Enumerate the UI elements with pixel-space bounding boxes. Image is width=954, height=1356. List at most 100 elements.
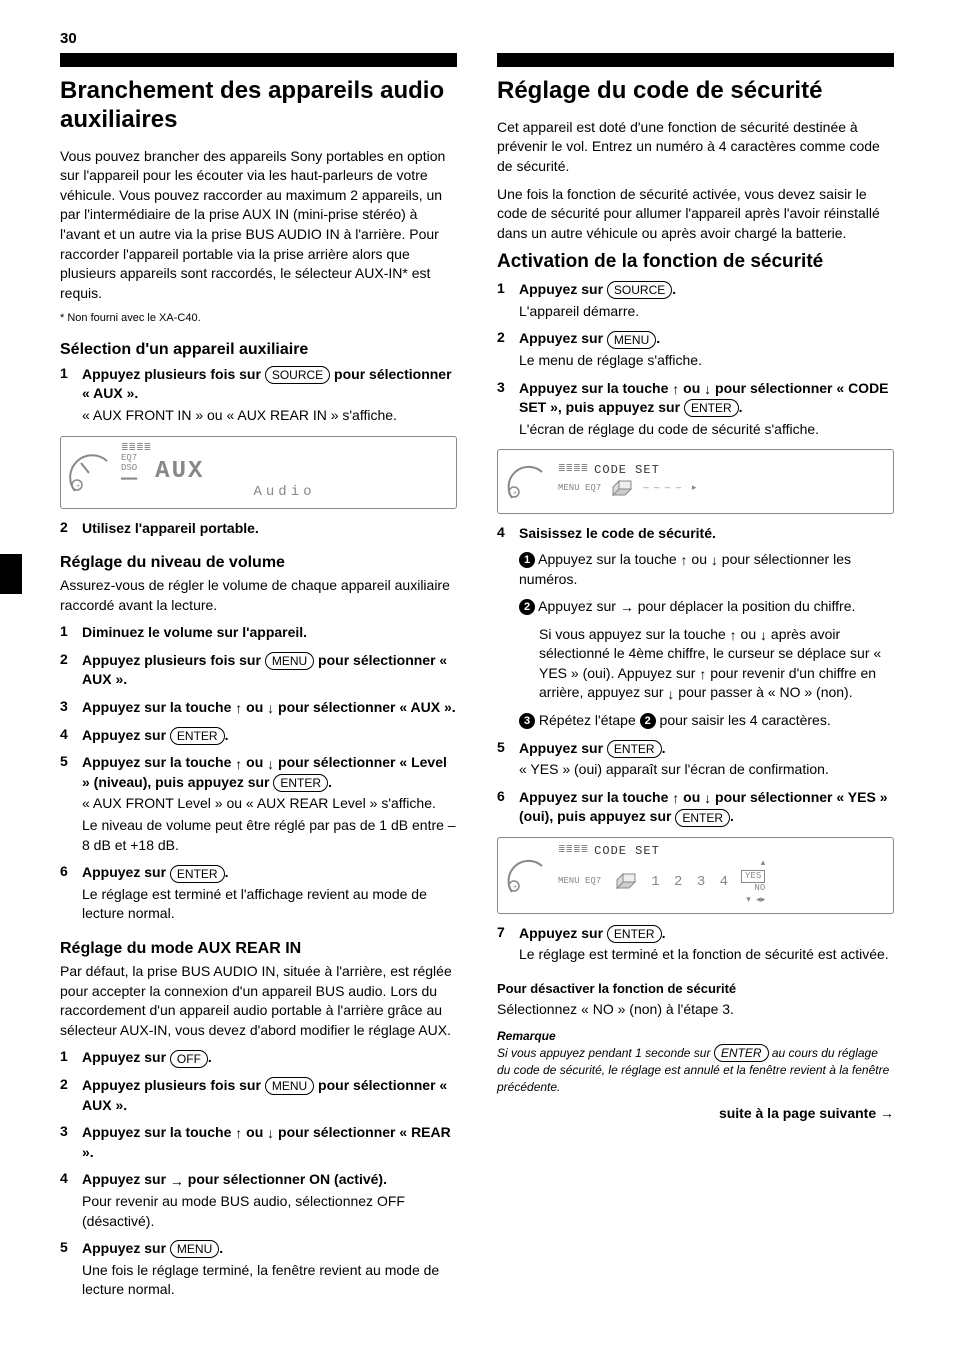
text: Appuyez sur: [519, 740, 607, 756]
text: .: [219, 1240, 223, 1256]
text: ou: [737, 626, 760, 642]
lcd-display-codeset-2: + ≣≣≣≣ CODE SET MENU EQ7 1 2 3 4 ▴ Y: [497, 837, 894, 914]
text: Le niveau de volume peut être réglé par …: [82, 816, 457, 855]
text: Appuyez sur: [82, 727, 170, 743]
down-arrow-icon: ↓: [711, 553, 718, 567]
right-arrow-icon: →: [620, 600, 634, 614]
text: .: [730, 808, 734, 824]
lcd-menu-label: MENU: [558, 876, 580, 886]
enter-button: ENTER: [684, 399, 739, 417]
menu-button: MENU: [265, 1077, 314, 1095]
lcd-code-digits: 1 2 3 4: [651, 874, 731, 890]
source-button: SOURCE: [265, 366, 330, 384]
cube-icon: [611, 870, 641, 894]
header-bar-left: [60, 53, 457, 67]
enter-button: ENTER: [170, 865, 225, 883]
lcd-eq7-label: EQ7: [585, 876, 601, 886]
step-row: 1 Appuyez plusieurs fois sur SOURCE pour…: [60, 365, 457, 428]
text: Appuyez sur: [519, 925, 607, 941]
text: Appuyez sur: [82, 1240, 170, 1256]
text: Une fois la fonction de sécurité activée…: [497, 185, 894, 244]
circled-2: 2: [519, 599, 535, 615]
text: L'écran de réglage du code de sécurité s…: [519, 420, 894, 440]
menu-button: MENU: [265, 652, 314, 670]
page-number: 30: [60, 30, 894, 47]
text: .: [672, 281, 676, 297]
up-arrow-icon: ↑: [730, 628, 737, 642]
step-number: 1: [60, 365, 82, 428]
down-arrow-icon: ↓: [760, 628, 767, 642]
text: .: [225, 864, 229, 880]
lcd-display-codeset-1: + ≣≣≣≣ CODE SET MENU EQ7 — — — — ▸: [497, 449, 894, 514]
enter-button: ENTER: [273, 774, 328, 792]
lcd-codeset-title: CODE SET: [594, 463, 660, 477]
enter-button: ENTER: [607, 925, 662, 943]
enter-button: ENTER: [714, 1044, 769, 1062]
speedometer-icon: +: [69, 443, 113, 499]
lcd-display-aux: + ≣≣≣≣ EQ7 DSO ▬▬▬ AUX Audio: [60, 436, 457, 509]
svg-text:+: +: [513, 884, 517, 891]
text: .: [656, 330, 660, 346]
speedometer-icon: +: [506, 850, 550, 898]
text: « YES » (oui) apparaît sur l'écran de co…: [519, 760, 894, 780]
text: Si vous appuyez sur la touche: [539, 626, 730, 642]
left-subhead-rear: Réglage du mode AUX REAR IN: [60, 940, 457, 958]
left-heading: Branchement des appareils audio auxiliai…: [60, 77, 457, 135]
enter-button: ENTER: [607, 740, 662, 758]
right-column: Réglage du code de sécurité Cet appareil…: [497, 53, 894, 1306]
text: Le réglage est terminé et l'affichage re…: [82, 885, 457, 924]
text: pour sélectionner ON (activé).: [184, 1171, 387, 1187]
text: Saisissez le code de sécurité.: [519, 525, 716, 541]
speedometer-icon: +: [506, 456, 550, 504]
text: « AUX FRONT Level » ou « AUX REAR Level …: [82, 794, 457, 814]
left-intro: Vous pouvez brancher des appareils Sony …: [60, 147, 457, 304]
text: Appuyez sur: [519, 330, 607, 346]
text: pour déplacer la position du chiffre.: [634, 598, 856, 614]
text: pour sélectionner « AUX ».: [274, 699, 456, 715]
side-tab: [0, 554, 22, 594]
lcd-audio-text: Audio: [121, 484, 448, 500]
text: Diminuez le volume sur l'appareil.: [82, 624, 307, 640]
text: Appuyez plusieurs fois sur: [82, 366, 265, 382]
text: L'appareil démarre.: [519, 302, 894, 322]
svg-text:+: +: [513, 490, 517, 497]
source-button: SOURCE: [607, 281, 672, 299]
lcd-yes-label: YES: [741, 870, 765, 884]
text: Appuyez sur la touche: [82, 754, 235, 770]
menu-button: MENU: [170, 1240, 219, 1258]
text: Appuyez sur la touche: [519, 789, 672, 805]
step-number: 2: [60, 519, 82, 541]
text: Appuyez sur: [519, 281, 607, 297]
text: Répétez l'étape: [539, 712, 640, 728]
step-row: 2 Utilisez l'appareil portable.: [60, 519, 457, 541]
right-heading: Réglage du code de sécurité: [497, 77, 894, 106]
text: Appuyez sur: [538, 598, 620, 614]
text: Utilisez l'appareil portable.: [82, 520, 259, 536]
text: .: [208, 1049, 212, 1065]
text: Appuyez plusieurs fois sur: [82, 652, 265, 668]
text: .: [739, 399, 743, 415]
text: ou: [242, 1124, 267, 1140]
text: ou: [242, 754, 267, 770]
up-arrow-icon: ↑: [681, 553, 688, 567]
text: Pour revenir au mode BUS audio, sélectio…: [82, 1192, 457, 1231]
right-subhead-activate: Activation de la fonction de sécurité: [497, 251, 894, 274]
enter-button: ENTER: [170, 727, 225, 745]
left-subhead-select: Sélection d'un appareil auxiliaire: [60, 341, 457, 359]
continued-text: suite à la page suivante: [719, 1105, 880, 1121]
text: Sélectionnez « NO » (non) à l'étape 3.: [497, 1000, 894, 1020]
lcd-aux-text: AUX: [155, 460, 204, 484]
text: Appuyez sur la touche: [82, 1124, 235, 1140]
text: Appuyez sur: [82, 864, 170, 880]
left-footnote: * Non fourni avec le XA-C40.: [60, 311, 457, 326]
text: .: [225, 727, 229, 743]
cube-icon: [607, 477, 637, 501]
text: Le réglage est terminé et la fonction de…: [519, 945, 894, 965]
text: Appuyez sur la touche: [82, 699, 235, 715]
menu-button: MENU: [607, 331, 656, 349]
text: .: [662, 925, 666, 941]
text: ou: [679, 380, 704, 396]
text: Appuyez sur: [82, 1049, 170, 1065]
text: ou: [242, 699, 267, 715]
text: Le menu de réglage s'affiche.: [519, 351, 894, 371]
